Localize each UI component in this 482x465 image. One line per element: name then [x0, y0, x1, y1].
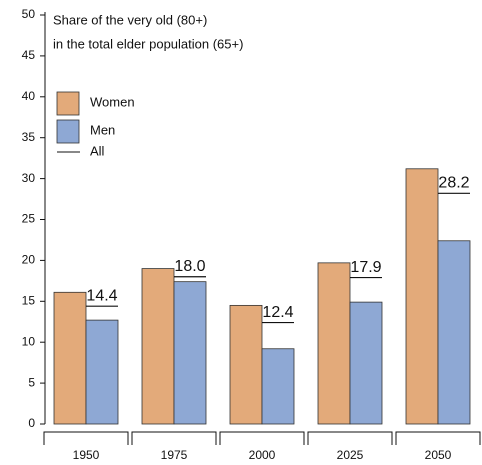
- legend-swatch: [56, 91, 80, 116]
- chart-title: Share of the very old (80+): [53, 12, 207, 27]
- x-tick-label: 2025: [337, 448, 364, 462]
- category-bracket: [131, 431, 217, 445]
- y-tick-label: 0: [28, 416, 35, 430]
- bar: [437, 240, 471, 425]
- x-tick-label: 2000: [249, 448, 276, 462]
- y-tick-label: 30: [22, 171, 36, 185]
- bar: [317, 262, 351, 425]
- chart-title: in the total elder population (65+): [53, 36, 243, 51]
- legend-label: Men: [90, 122, 115, 137]
- bar: [405, 168, 439, 425]
- y-tick-label: 45: [22, 48, 36, 62]
- y-tick-label: 20: [22, 253, 36, 267]
- y-tick-label: 50: [22, 7, 36, 21]
- data-label: 18.0: [174, 258, 205, 275]
- y-tick-label: 15: [22, 293, 36, 307]
- x-tick-label: 2050: [425, 448, 452, 462]
- data-label: 12.4: [262, 304, 293, 321]
- bar: [141, 268, 175, 425]
- bar: [349, 301, 383, 425]
- bar: [229, 304, 263, 425]
- bar: [53, 291, 87, 425]
- bar: [85, 319, 119, 425]
- legend-label: Women: [90, 94, 135, 109]
- y-tick-label: 10: [22, 334, 36, 348]
- bar: [173, 281, 207, 425]
- category-bracket: [43, 431, 129, 445]
- y-tick-label: 25: [22, 212, 36, 226]
- category-bracket: [395, 431, 481, 445]
- data-label: 14.4: [86, 287, 117, 304]
- x-tick-label: 1975: [161, 448, 188, 462]
- y-tick-label: 35: [22, 130, 36, 144]
- legend-swatch: [56, 119, 80, 144]
- x-tick-label: 1950: [73, 448, 100, 462]
- data-label: 17.9: [350, 259, 381, 276]
- bar: [261, 348, 295, 425]
- category-bracket: [219, 431, 305, 445]
- y-tick-label: 40: [22, 89, 36, 103]
- category-bracket: [307, 431, 393, 445]
- y-tick-label: 5: [28, 375, 35, 389]
- data-label: 28.2: [438, 175, 469, 192]
- legend-label: All: [90, 143, 105, 158]
